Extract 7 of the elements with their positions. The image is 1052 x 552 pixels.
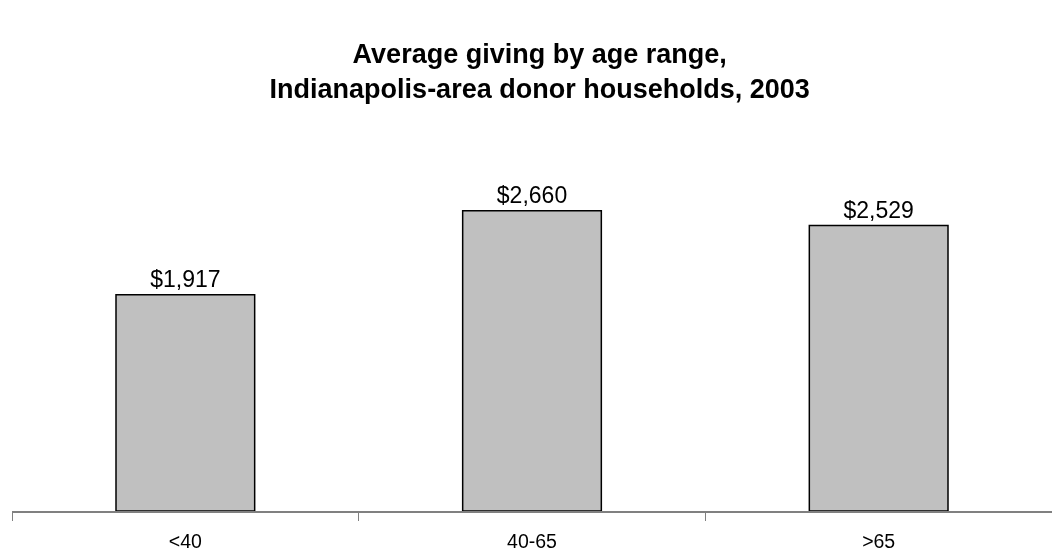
chart-title: Average giving by age range, Indianapolis-area donor households, 2003 [269,39,810,105]
data-label: $1,917 [150,265,221,292]
x-tick-label: >65 [862,530,896,552]
data-label: $2,529 [843,196,914,223]
x-tick-label: 40-65 [507,530,558,552]
data-label: $2,660 [496,181,568,208]
x-tick-label: <40 [168,530,203,552]
